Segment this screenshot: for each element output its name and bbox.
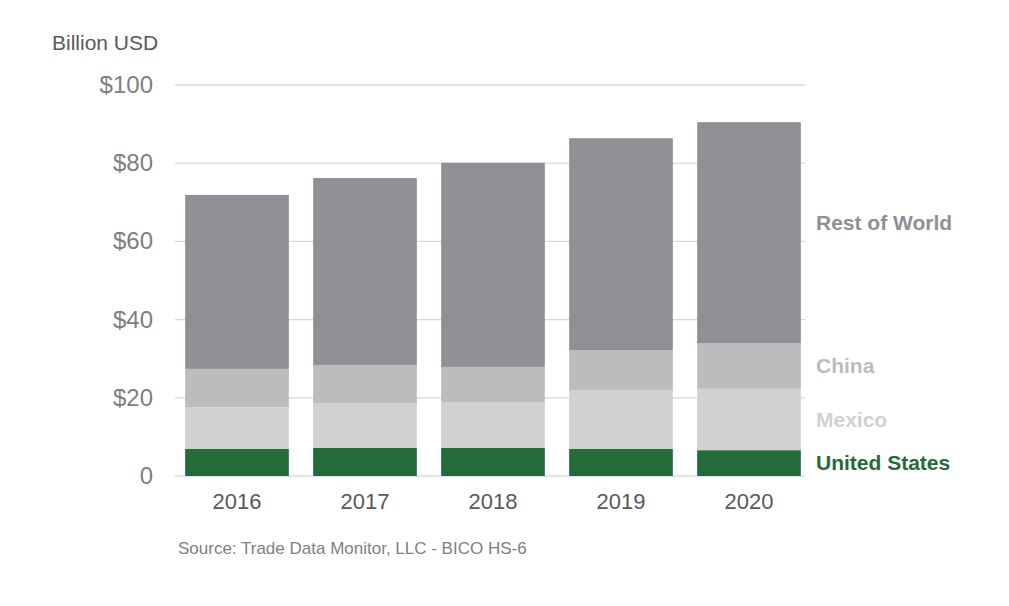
y-tick-label: $100 [100,71,153,98]
bar-segment [313,403,417,448]
bar-segment [569,350,673,390]
bar-segment [441,367,545,402]
bar-segment [697,450,801,476]
y-tick-label: 0 [140,462,153,489]
bar-segment [697,343,801,389]
x-tick-label: 2017 [341,489,390,514]
legend-label: United States [816,451,950,474]
bar-segment [185,407,289,449]
bar-segment [313,448,417,476]
bar-segment [569,390,673,449]
source-note: Source: Trade Data Monitor, LLC - BICO H… [178,539,527,558]
bar-segment [569,449,673,476]
x-tick-label: 2016 [213,489,262,514]
x-tick-label: 2019 [597,489,646,514]
chart: 0 $20 $40 $60 $80 $100 2016 2017 2018 2019 2020 Uni… [0,0,1009,606]
bar-segment [313,365,417,403]
bar-segment [569,138,673,350]
bar-segment [185,369,289,407]
grid-line [175,84,805,85]
x-tick-label: 2018 [469,489,518,514]
bar-segment [441,448,545,476]
legend-label: China [816,354,875,377]
bar-segment [697,122,801,343]
y-tick-label: $40 [113,306,153,333]
bar-segment [185,195,289,369]
legend-label: Mexico [816,408,887,431]
y-axis-label: Billion USD [52,31,158,54]
x-tick-label: 2020 [725,489,774,514]
y-tick-label: $20 [113,384,153,411]
bar-segment [441,402,545,448]
grid [175,85,805,476]
bars [185,122,801,476]
bar-segment [697,389,801,450]
y-tick-label: $80 [113,149,153,176]
bar-segment [441,163,545,367]
legend-label: Rest of World [816,211,952,234]
bar-segment [313,178,417,365]
bar-segment [185,449,289,476]
y-tick-label: $60 [113,227,153,254]
